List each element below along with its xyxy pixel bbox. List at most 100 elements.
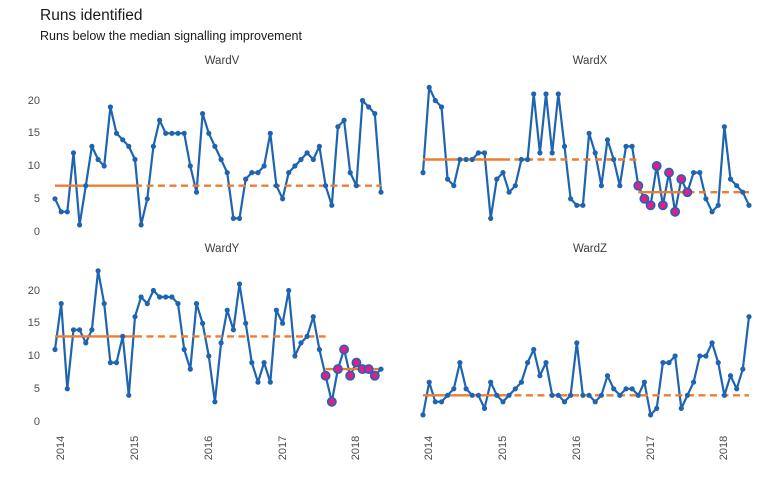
data-point xyxy=(426,379,432,385)
x-axis-tick-label: 2015 xyxy=(497,435,509,461)
data-point xyxy=(494,392,500,398)
data-point xyxy=(481,405,488,411)
data-point xyxy=(316,346,322,353)
data-point xyxy=(500,399,506,405)
data-point xyxy=(488,215,494,221)
data-point xyxy=(286,287,292,294)
data-point xyxy=(457,360,463,366)
data-point xyxy=(77,222,83,228)
data-point xyxy=(525,156,531,163)
data-point xyxy=(181,130,187,136)
data-point xyxy=(574,202,580,208)
data-point xyxy=(64,209,70,215)
data-point xyxy=(598,183,604,189)
y-axis-tick-label: 15 xyxy=(27,127,40,140)
y-axis-tick-label: 0 xyxy=(33,415,40,428)
data-point xyxy=(298,156,304,163)
data-point xyxy=(273,183,279,189)
data-point xyxy=(445,392,451,398)
data-point xyxy=(150,287,156,294)
run-highlight-point xyxy=(332,364,343,375)
data-point xyxy=(666,360,672,366)
data-point xyxy=(292,163,298,169)
data-point xyxy=(144,196,150,202)
data-point xyxy=(445,176,451,182)
data-point xyxy=(629,143,635,149)
data-point xyxy=(113,360,120,366)
data-point xyxy=(518,156,524,163)
data-point xyxy=(366,104,372,110)
x-axis-tick-label: 2015 xyxy=(129,435,141,461)
data-point xyxy=(126,143,132,149)
data-point xyxy=(549,392,555,398)
y-axis-tick-label: 5 xyxy=(33,192,40,205)
data-point xyxy=(304,150,310,156)
data-point xyxy=(107,360,113,366)
run-highlight-point xyxy=(320,370,331,381)
run-highlight-point xyxy=(363,364,374,375)
data-point xyxy=(89,143,95,149)
data-point xyxy=(120,333,126,339)
data-point xyxy=(378,189,384,195)
data-point xyxy=(561,143,568,149)
data-point xyxy=(310,156,316,163)
data-point xyxy=(506,189,512,195)
data-point xyxy=(212,143,218,149)
data-point xyxy=(438,104,445,110)
data-point xyxy=(420,170,426,176)
data-point xyxy=(568,196,574,202)
data-point xyxy=(193,189,200,195)
y-axis-tick-label: 0 xyxy=(33,225,40,238)
y-axis-tick-label: 20 xyxy=(27,94,40,107)
data-point xyxy=(586,130,592,136)
data-point xyxy=(654,405,660,411)
data-point xyxy=(187,163,193,169)
panel-title-wardx: WardX xyxy=(572,55,608,67)
data-point xyxy=(506,392,512,398)
data-point xyxy=(475,150,481,156)
x-axis-tick-label: 2018 xyxy=(718,435,731,461)
data-point xyxy=(249,170,255,176)
data-point xyxy=(280,320,286,326)
data-point xyxy=(475,392,481,398)
data-point xyxy=(432,399,438,405)
data-point xyxy=(267,130,273,136)
data-point xyxy=(95,268,101,274)
run-highlight-point xyxy=(369,370,380,381)
data-point xyxy=(531,346,537,353)
run-highlight-point xyxy=(351,357,362,368)
data-point xyxy=(592,150,598,156)
x-axis-tick-label: 2017 xyxy=(644,435,657,461)
data-point xyxy=(138,294,144,300)
data-point xyxy=(83,340,89,346)
data-point xyxy=(734,386,740,392)
y-axis-top-row: 0 5 10 15 20 xyxy=(12,73,40,238)
data-point xyxy=(438,399,445,405)
x-axis-tick-label: 2014 xyxy=(55,435,68,461)
data-point xyxy=(236,281,243,287)
data-point xyxy=(255,379,261,385)
data-point xyxy=(261,360,267,366)
data-point xyxy=(169,294,175,300)
data-point xyxy=(243,176,249,182)
data-point xyxy=(95,156,101,163)
panel-title-wardy: WardY xyxy=(204,243,240,255)
data-point xyxy=(543,91,549,97)
data-point xyxy=(561,399,568,405)
data-point xyxy=(709,340,715,346)
data-point xyxy=(353,183,359,189)
data-point xyxy=(604,373,611,379)
data-point xyxy=(169,130,175,136)
data-point xyxy=(574,340,580,346)
data-point xyxy=(187,366,193,372)
data-point xyxy=(746,202,752,208)
data-line xyxy=(53,99,383,226)
data-point xyxy=(635,392,641,398)
data-point xyxy=(580,202,586,208)
data-line xyxy=(421,86,751,220)
data-point xyxy=(703,353,709,359)
data-point xyxy=(727,176,734,182)
data-point xyxy=(212,399,218,405)
data-point xyxy=(218,156,224,163)
